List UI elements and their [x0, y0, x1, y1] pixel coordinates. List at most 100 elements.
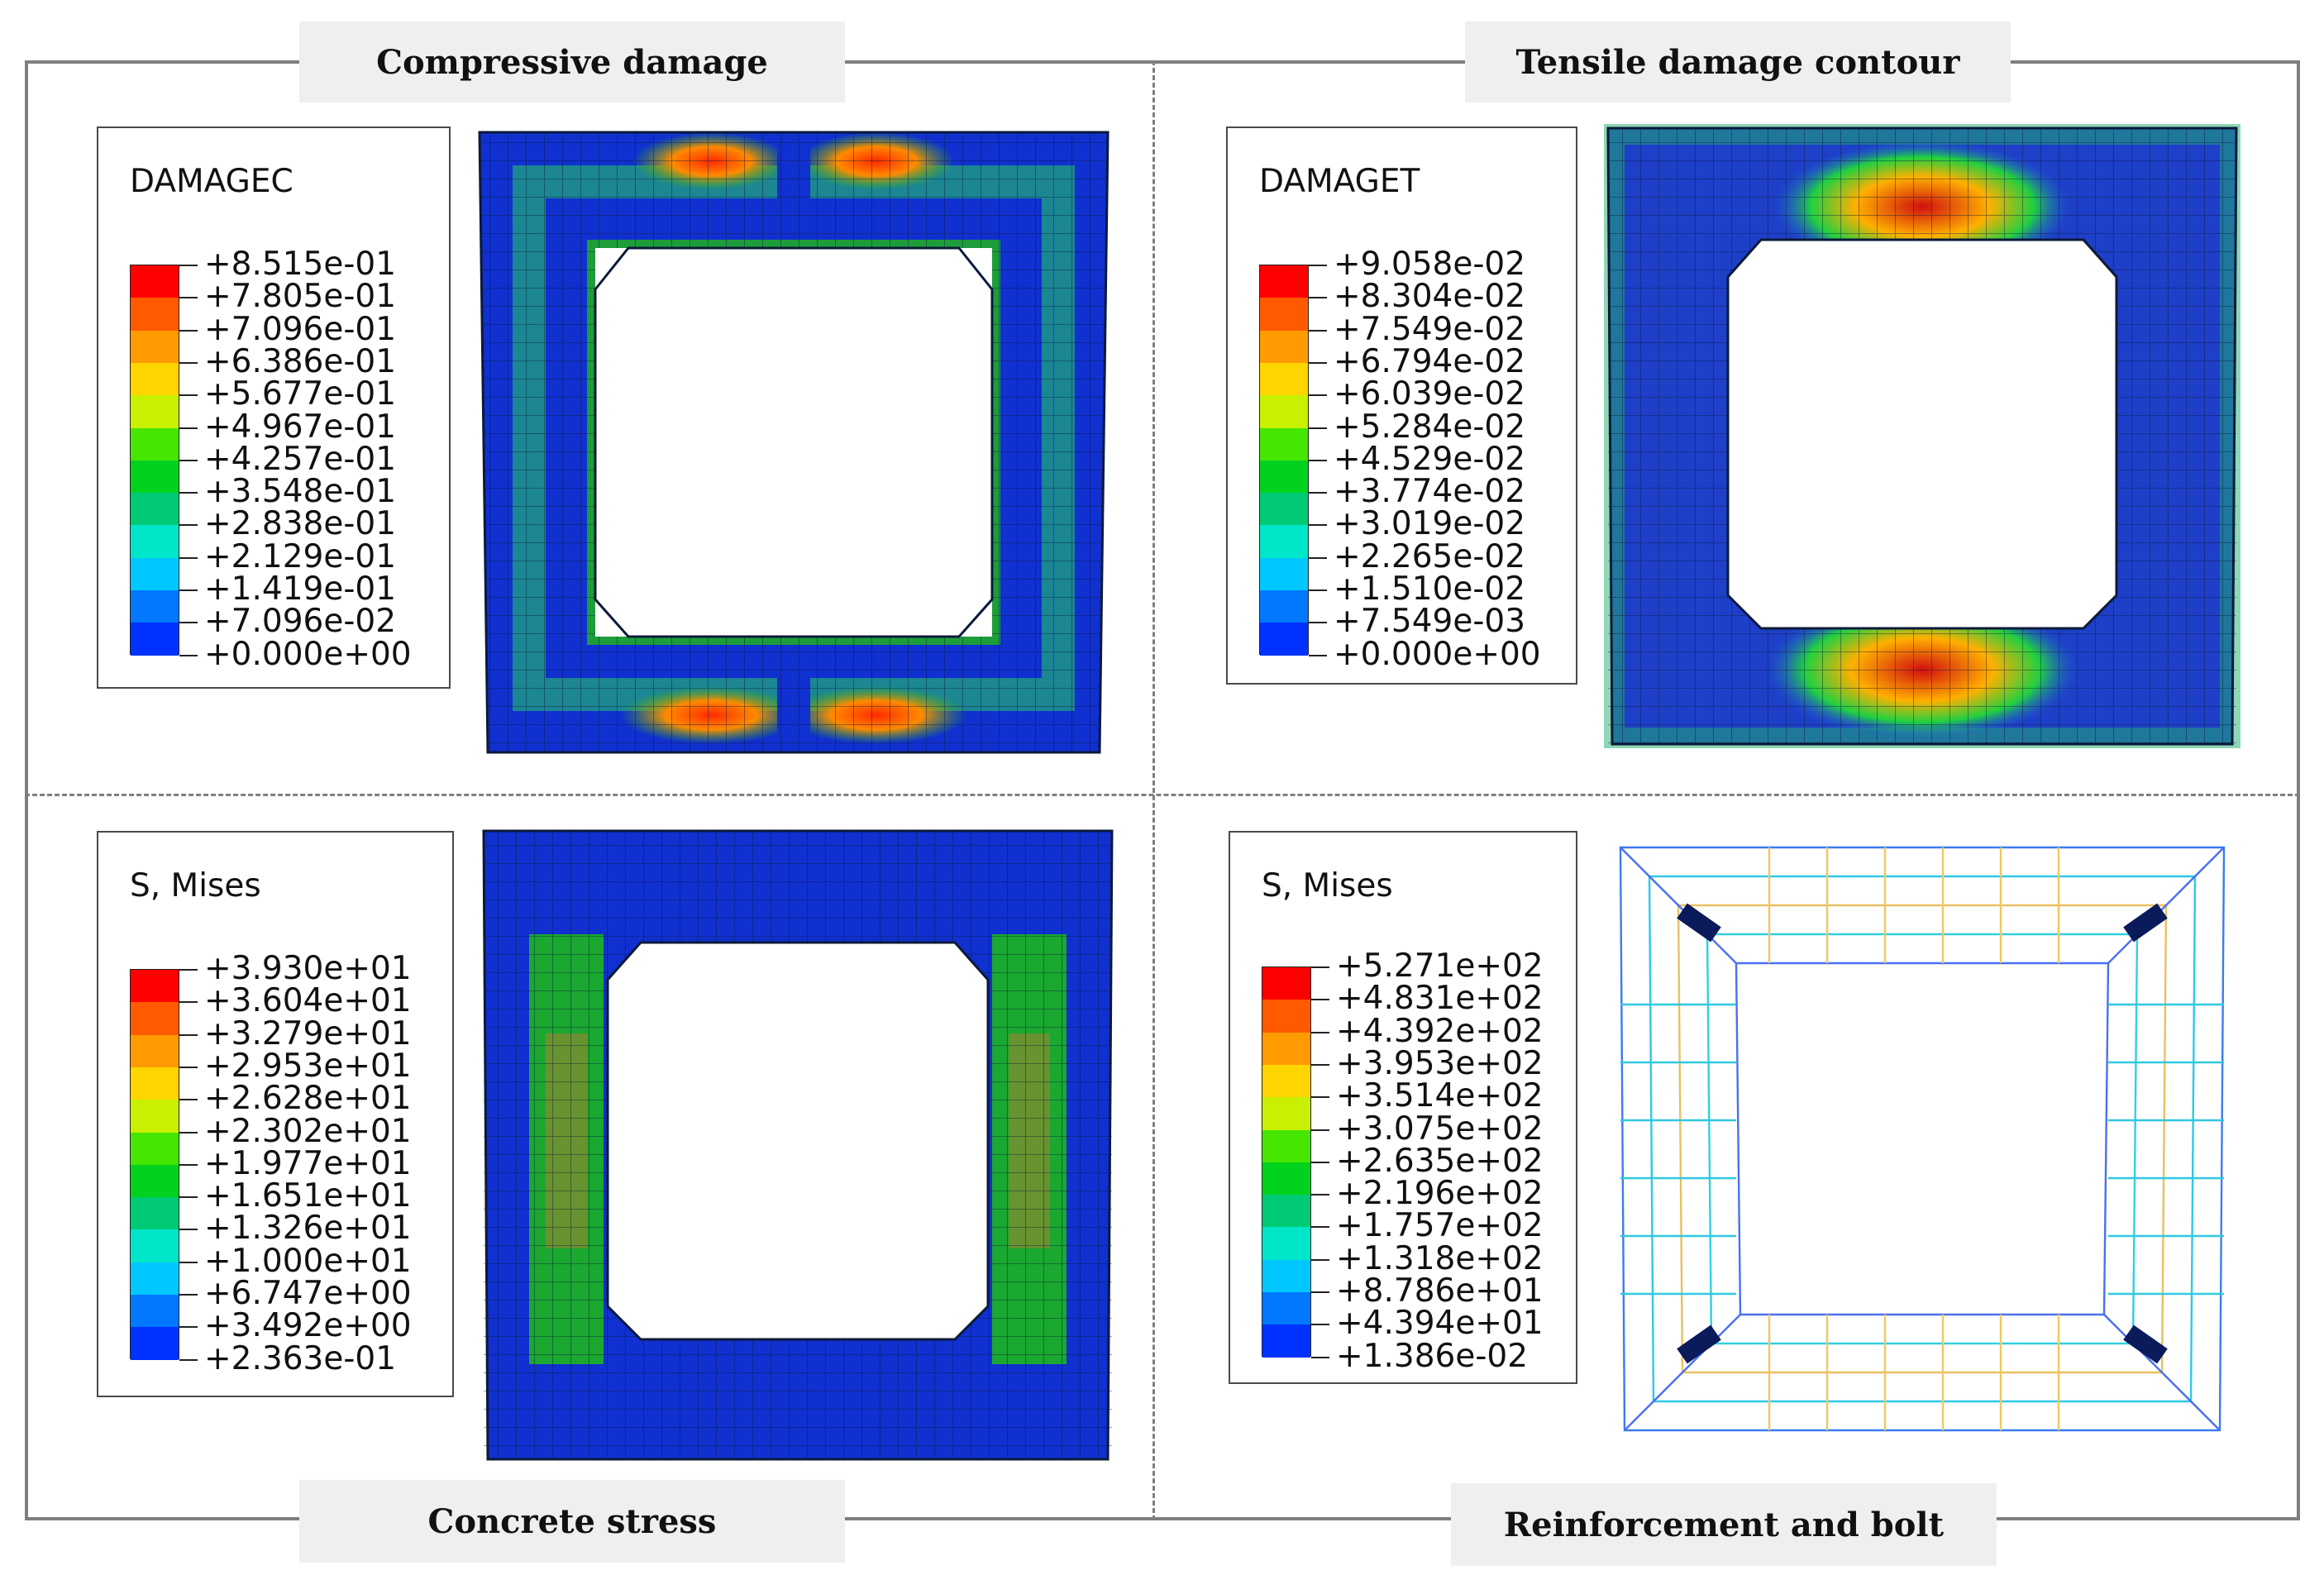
legend-value: +3.604e+01	[204, 982, 412, 1020]
legend-value: +8.304e-02	[1334, 278, 1526, 316]
legend-value: +4.257e-01	[204, 440, 397, 478]
legend-value: +3.953e+02	[1336, 1044, 1544, 1082]
legend-colorbar	[1262, 966, 1311, 1358]
legend-tick	[1309, 394, 1327, 397]
legend-swatch	[1262, 1162, 1310, 1196]
legend-tick	[179, 1229, 198, 1231]
legend-swatch	[131, 1100, 179, 1133]
legend-swatch	[1260, 525, 1308, 559]
legend-tick	[1311, 966, 1329, 968]
legend-title: DAMAGET	[1259, 163, 1420, 200]
legend-tick	[179, 654, 198, 656]
legend-tick	[1309, 297, 1327, 299]
legend-value: +2.129e-01	[204, 537, 397, 575]
legend-tick	[179, 1358, 198, 1361]
legend-value: +4.831e+02	[1336, 980, 1544, 1018]
outer-frame	[25, 60, 2300, 1520]
legend-value: +1.419e-01	[204, 570, 397, 608]
title-tensile-damage: Tensile damage contour	[1465, 21, 2011, 103]
legend-tick	[1311, 1161, 1329, 1163]
legend-value: +0.000e+00	[1334, 635, 1541, 673]
legend-tick	[1309, 622, 1327, 624]
legend-tick	[1309, 524, 1327, 527]
legend-swatch	[131, 525, 179, 559]
legend-tick	[1311, 1291, 1329, 1293]
legend-swatch	[1260, 427, 1308, 461]
legend-swatch	[1260, 623, 1308, 656]
legend-tick	[1311, 1356, 1329, 1358]
legend-tick	[179, 265, 198, 266]
legend-swatch	[1262, 1032, 1310, 1066]
legend-colorbar	[130, 969, 179, 1361]
legend-tick	[1309, 427, 1327, 429]
legend-swatch	[1262, 1227, 1310, 1261]
legend-tick	[179, 1261, 198, 1263]
legend-swatch	[1262, 967, 1310, 1000]
legend-value: +2.196e+02	[1336, 1175, 1544, 1213]
legend-swatch	[131, 557, 179, 591]
legend-swatch	[1262, 1129, 1310, 1163]
legend-title: S, Mises	[130, 867, 261, 904]
legend-value: +3.075e+02	[1336, 1110, 1544, 1148]
legend-swatch	[1260, 460, 1308, 494]
legend-swatch	[1260, 362, 1308, 396]
legend-tick	[179, 459, 198, 461]
legend-tick	[179, 394, 198, 397]
legend-value: +3.279e+01	[204, 1014, 412, 1052]
legend-value: +3.492e+00	[204, 1307, 412, 1345]
legend-tick	[179, 622, 198, 624]
horizontal-divider	[25, 794, 2300, 796]
legend-value: +1.000e+01	[204, 1242, 412, 1280]
legend-value: +6.039e-02	[1334, 375, 1526, 413]
legend-tick	[179, 329, 198, 332]
legend-swatch	[131, 1229, 179, 1263]
legend-damagec: DAMAGEC +8.515e-01 +7.805e-01 +7.096e-01 +6…	[97, 126, 451, 689]
legend-value: +1.326e+01	[204, 1210, 412, 1248]
legend-tick	[179, 1196, 198, 1199]
legend-concrete-mises: S, Mises +3.930e+01 +3.604e+01 +3.279e+01 +…	[97, 831, 454, 1397]
legend-swatch	[131, 493, 179, 526]
legend-swatch	[1260, 557, 1308, 591]
legend-tick	[179, 556, 198, 559]
legend-swatch	[131, 362, 179, 396]
legend-tick	[1311, 1258, 1329, 1261]
reinforcement-bolt-contour	[1619, 846, 2226, 1432]
legend-colorbar	[1259, 265, 1309, 656]
legend-tick	[179, 492, 198, 494]
legend-tick	[1311, 1031, 1329, 1033]
legend-swatch	[131, 298, 179, 332]
legend-title: DAMAGEC	[130, 163, 293, 200]
legend-value: +0.000e+00	[204, 635, 412, 673]
legend-value: +1.757e+02	[1336, 1207, 1544, 1245]
legend-tick	[179, 1099, 198, 1101]
legend-tick	[1311, 1129, 1329, 1131]
legend-tick	[179, 361, 198, 364]
legend-swatch	[1260, 493, 1308, 526]
title-reinforcement-bolt: Reinforcement and bolt	[1451, 1483, 1997, 1566]
legend-tick	[1309, 265, 1327, 266]
legend-value: +1.386e-02	[1336, 1337, 1529, 1375]
legend-tick	[1311, 999, 1329, 1001]
legend-tick	[179, 1163, 198, 1166]
legend-swatch	[131, 427, 179, 461]
legend-swatch	[131, 623, 179, 656]
legend-swatch	[131, 395, 179, 428]
legend-swatch	[131, 1034, 179, 1068]
legend-value: +1.977e+01	[204, 1144, 412, 1182]
legend-swatch	[131, 460, 179, 494]
legend-value: +4.967e-01	[204, 408, 397, 446]
legend-swatch	[131, 1002, 179, 1036]
legend-tick	[179, 589, 198, 591]
legend-tick	[1309, 492, 1327, 494]
legend-value: +8.515e-01	[204, 246, 397, 283]
legend-swatch	[1260, 298, 1308, 332]
legend-swatch	[1262, 1064, 1310, 1098]
legend-tick	[179, 1131, 198, 1133]
legend-tick	[179, 1001, 198, 1004]
legend-tick	[179, 1326, 198, 1329]
legend-value: +3.548e-01	[204, 473, 397, 511]
legend-tick	[1309, 329, 1327, 332]
legend-swatch	[1262, 1292, 1310, 1325]
title-compressive-damage: Compressive damage	[299, 21, 845, 103]
legend-swatch	[1262, 1195, 1310, 1228]
